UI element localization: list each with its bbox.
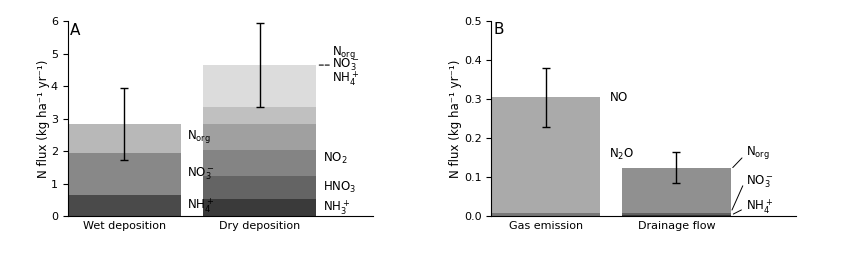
- Text: $\mathrm{N_2O}$: $\mathrm{N_2O}$: [609, 147, 634, 162]
- Bar: [203, 150, 316, 176]
- Bar: [622, 213, 731, 215]
- Bar: [203, 107, 316, 124]
- Text: $\mathrm{N_{org}}$: $\mathrm{N_{org}}$: [746, 144, 770, 161]
- Bar: [622, 168, 731, 213]
- Bar: [491, 213, 601, 216]
- Text: $\mathrm{NH_4^+}$: $\mathrm{NH_4^+}$: [187, 197, 215, 215]
- Text: $\mathrm{NO}$: $\mathrm{NO}$: [609, 91, 628, 104]
- Bar: [68, 195, 180, 216]
- Bar: [491, 97, 601, 213]
- Text: $\mathrm{NH_4^+}$: $\mathrm{NH_4^+}$: [332, 69, 359, 87]
- Bar: [203, 124, 316, 150]
- Text: B: B: [494, 22, 504, 37]
- Bar: [203, 199, 316, 216]
- Bar: [622, 215, 731, 216]
- Text: $\mathrm{NH_3^+}$: $\mathrm{NH_3^+}$: [323, 198, 351, 217]
- Y-axis label: N flux (kg ha⁻¹ yr⁻¹): N flux (kg ha⁻¹ yr⁻¹): [36, 60, 49, 178]
- Bar: [68, 153, 180, 195]
- Text: $\mathrm{NO_3^-}$: $\mathrm{NO_3^-}$: [332, 57, 360, 73]
- Bar: [203, 176, 316, 199]
- Text: $\mathrm{NO_3^-}$: $\mathrm{NO_3^-}$: [187, 165, 215, 182]
- Bar: [68, 124, 180, 153]
- Text: $\mathrm{NH_4^+}$: $\mathrm{NH_4^+}$: [746, 197, 773, 216]
- Text: A: A: [70, 23, 80, 38]
- Text: $\mathrm{NO_3^-}$: $\mathrm{NO_3^-}$: [746, 173, 774, 190]
- Y-axis label: N flux (kg ha⁻¹ yr⁻¹): N flux (kg ha⁻¹ yr⁻¹): [450, 60, 462, 178]
- Bar: [203, 65, 316, 107]
- Text: $\mathrm{N_{org}}$: $\mathrm{N_{org}}$: [187, 128, 211, 145]
- Text: $\mathrm{N_{org}}$: $\mathrm{N_{org}}$: [332, 44, 356, 60]
- Text: $\mathrm{HNO_3}$: $\mathrm{HNO_3}$: [323, 180, 357, 195]
- Text: $\mathrm{NO_2}$: $\mathrm{NO_2}$: [323, 151, 347, 166]
